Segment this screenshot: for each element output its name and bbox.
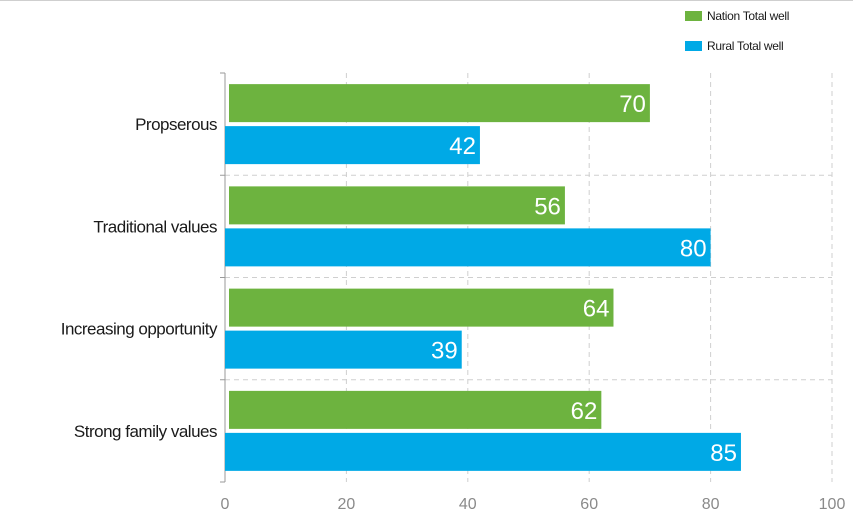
bar-rural <box>225 432 741 471</box>
x-tick-label: 40 <box>459 496 477 513</box>
bar-value-label: 85 <box>710 440 737 467</box>
legend-label-nation: Nation Total well <box>707 9 790 23</box>
bar-nation <box>229 84 650 123</box>
bar-value-label: 80 <box>680 235 707 262</box>
x-tick-label: 0 <box>221 496 230 513</box>
bars <box>225 84 741 471</box>
x-tick-label: 100 <box>819 496 846 513</box>
legend-label-rural: Rural Total well <box>707 39 784 53</box>
bar-value-label: 42 <box>449 133 476 160</box>
legend-item-nation: Nation Total well <box>685 8 789 24</box>
bar-nation <box>229 288 614 327</box>
bar-value-label: 70 <box>619 91 646 118</box>
x-tick-label: 20 <box>338 496 356 513</box>
legend: Nation Total well Rural Total well <box>685 8 789 68</box>
legend-swatch-nation <box>685 11 702 21</box>
bar-rural <box>225 330 462 369</box>
category-label: Propserous <box>135 115 217 134</box>
legend-swatch-rural <box>685 41 702 51</box>
bar-value-label: 39 <box>431 338 458 365</box>
category-label: Traditional values <box>93 217 217 236</box>
bar-value-label: 64 <box>583 296 610 323</box>
x-tick-label: 60 <box>580 496 598 513</box>
bar-value-label: 62 <box>571 398 598 425</box>
x-tick-label: 80 <box>702 496 720 513</box>
bar-rural <box>225 228 711 267</box>
bar-nation <box>229 390 602 429</box>
bar-nation <box>229 186 565 225</box>
labels: 0 20 40 60 80 100 Propserous 70 42 Traditional va… <box>61 91 846 513</box>
category-label: Strong family values <box>74 422 217 441</box>
top-rule <box>0 0 853 1</box>
bar-rural <box>225 126 480 165</box>
category-label: Increasing opportunity <box>61 320 218 339</box>
bar-value-label: 56 <box>534 193 561 220</box>
legend-item-rural: Rural Total well <box>685 38 789 54</box>
